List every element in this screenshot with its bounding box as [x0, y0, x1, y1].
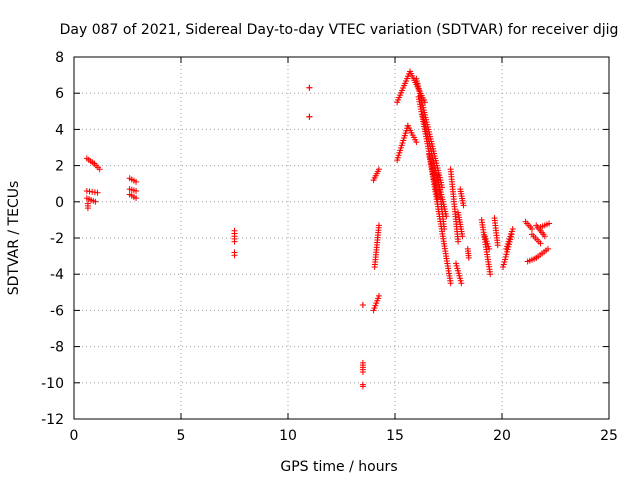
data-point — [500, 263, 507, 270]
y-tick-label: -12 — [41, 412, 64, 428]
data-point — [92, 198, 99, 205]
data-point — [494, 242, 501, 249]
grid-lines — [74, 57, 609, 419]
data-point — [483, 238, 490, 245]
x-tick-label: 5 — [177, 428, 186, 444]
y-tick-label: -8 — [50, 340, 64, 356]
y-tick-label: 0 — [55, 195, 64, 211]
y-tick-label: 6 — [55, 86, 64, 102]
data-point — [133, 195, 140, 202]
data-point — [231, 252, 238, 259]
data-point — [509, 225, 516, 232]
data-point — [481, 233, 488, 240]
x-tick-label: 15 — [386, 428, 404, 444]
data-point — [501, 258, 508, 265]
data-point — [537, 240, 544, 247]
data-point — [460, 202, 467, 209]
y-tick-label: -6 — [50, 303, 64, 319]
data-point — [133, 187, 140, 194]
data-point — [504, 246, 511, 253]
axis-ticks: 0 5 10 15 20 25 -12 -10 -8 -6 -4 -2 0 2 4 6 8 — [41, 50, 618, 444]
data-point — [133, 178, 140, 185]
chart-title: Day 087 of 2021, Sidereal Day-to-day VTE… — [60, 22, 619, 38]
y-tick-label: -2 — [50, 231, 64, 247]
data-point — [375, 292, 382, 299]
y-tick-label: 8 — [55, 50, 64, 66]
data-point — [359, 301, 366, 308]
y-tick-label: 2 — [55, 159, 64, 175]
y-tick-label: -4 — [50, 267, 64, 283]
data-point — [504, 248, 511, 255]
data-point — [541, 233, 548, 240]
y-tick-label: -10 — [41, 376, 64, 392]
data-point — [484, 240, 491, 247]
x-tick-label: 20 — [493, 428, 511, 444]
data-point — [486, 245, 493, 252]
data-point — [306, 113, 313, 120]
y-tick-label: 4 — [55, 122, 64, 138]
data-point — [94, 189, 101, 196]
data-point — [459, 233, 466, 240]
data-point — [306, 84, 313, 91]
data-point — [503, 251, 510, 258]
data-point — [441, 225, 448, 232]
data-point — [546, 220, 553, 227]
data-point — [413, 139, 420, 146]
data-point — [528, 225, 535, 232]
data-point — [231, 238, 238, 245]
data-point — [375, 166, 382, 173]
x-tick-label: 10 — [279, 428, 297, 444]
data-point — [485, 243, 492, 250]
data-point — [482, 235, 489, 242]
data-point — [502, 256, 509, 263]
data-point — [84, 205, 91, 212]
data-point — [545, 245, 552, 252]
y-axis-label: SDTVAR / TECUs — [6, 181, 22, 296]
x-tick-label: 25 — [600, 428, 618, 444]
data-point — [96, 166, 103, 173]
data-point — [359, 383, 366, 390]
data-point — [500, 261, 507, 268]
data-points — [83, 68, 553, 390]
x-tick-label: 0 — [70, 428, 79, 444]
data-point — [502, 253, 509, 260]
data-point — [447, 280, 454, 287]
data-point — [465, 254, 472, 261]
data-point — [455, 238, 462, 245]
data-point — [421, 99, 428, 106]
data-point — [458, 280, 465, 287]
data-point — [359, 368, 366, 375]
data-point — [375, 222, 382, 229]
data-point — [487, 271, 494, 278]
x-axis-label: GPS time / hours — [280, 459, 397, 475]
